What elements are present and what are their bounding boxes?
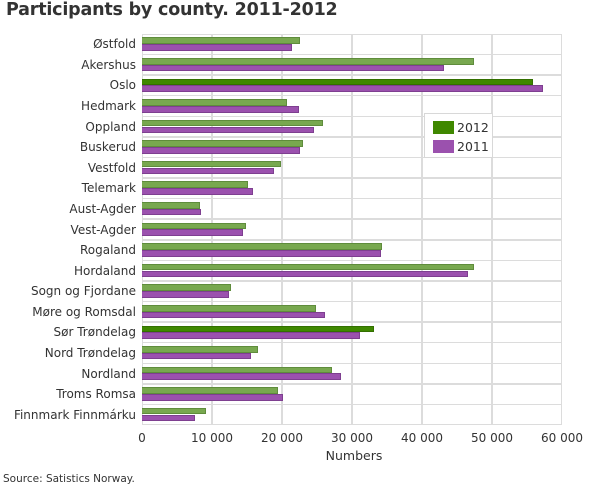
category-label: Sogn og Fjordane [30, 284, 136, 299]
bar-2011 [142, 394, 283, 401]
legend-item-2012: 2012 [433, 119, 489, 135]
y-gridline [142, 239, 562, 241]
bar-2011 [142, 229, 243, 236]
x-axis-label: Numbers [325, 448, 383, 463]
category-label: Rogaland [79, 243, 136, 258]
x-gridline [351, 34, 353, 425]
y-gridline [142, 115, 562, 118]
y-gridline [142, 300, 562, 303]
bar-2011 [142, 249, 381, 257]
category-label: Buskerud [79, 140, 136, 155]
category-label: Troms Romsa [56, 387, 136, 402]
y-gridline [142, 383, 562, 385]
y-gridline [142, 280, 562, 282]
bar-2011 [142, 64, 445, 72]
y-gridline [142, 403, 562, 406]
bar-2012 [142, 387, 278, 394]
bar-2011 [142, 126, 315, 134]
category-label: Oslo [109, 78, 136, 93]
y-gridline [142, 362, 562, 364]
bar-2011 [142, 373, 341, 381]
x-gridline [421, 34, 423, 425]
bar-2012 [142, 407, 207, 415]
bar-2011 [142, 270, 469, 278]
category-label: Oppland [85, 119, 136, 134]
bar-2012 [142, 99, 287, 106]
x-tick-label: 10 000 [191, 431, 233, 445]
bar-2012 [142, 325, 374, 333]
category-label: Aust-Agder [69, 201, 136, 216]
y-gridline [142, 321, 562, 323]
category-label: Hordaland [74, 263, 136, 278]
legend: 2012 2011 [424, 113, 493, 158]
category-label: Vestfold [87, 160, 136, 175]
bar-2011 [142, 105, 299, 113]
bar-2012 [142, 140, 303, 147]
x-tick-label: 20 000 [261, 431, 303, 445]
bar-2012 [142, 78, 534, 86]
bar-2012 [142, 263, 474, 271]
bar-2011 [142, 85, 544, 92]
source-note: Source: Satistics Norway. [3, 473, 135, 485]
category-label: Nordland [81, 366, 136, 381]
category-label: Møre og Romsdal [32, 304, 136, 319]
bar-2012 [142, 37, 300, 44]
x-gridline [281, 34, 283, 425]
bar-2011 [142, 167, 275, 175]
legend-swatch-2012 [433, 120, 454, 134]
x-tick-label: 50 000 [471, 431, 513, 445]
x-tick-label: 60 000 [541, 431, 583, 445]
bar-2012 [142, 202, 201, 209]
bar-2012 [142, 160, 281, 168]
y-gridline [142, 136, 562, 138]
y-gridline [142, 53, 562, 56]
y-gridline [142, 74, 562, 76]
bar-2012 [142, 57, 474, 65]
y-gridline [142, 94, 562, 97]
category-label: Sør Trøndelag [53, 325, 136, 340]
category-label: Vest-Agder [70, 222, 136, 237]
legend-swatch-2011 [433, 139, 454, 153]
legend-label-2011: 2011 [457, 138, 489, 154]
y-gridline [142, 341, 562, 344]
bar-2011 [142, 44, 292, 51]
legend-label-2012: 2012 [457, 119, 489, 135]
x-gridline [491, 34, 493, 425]
category-label: Akershus [81, 57, 136, 72]
y-gridline [142, 197, 562, 200]
bar-2012 [142, 222, 247, 230]
bar-2012 [142, 284, 231, 291]
bar-2011 [142, 188, 254, 195]
bar-2011 [142, 352, 251, 360]
chart-title: Participants by county. 2011-2012 [6, 0, 338, 20]
bar-2011 [142, 291, 229, 298]
bar-2011 [142, 414, 196, 422]
bar-2011 [142, 332, 360, 339]
bar-2012 [142, 366, 332, 374]
y-gridline [142, 156, 562, 159]
category-label: Nord Trøndelag [44, 345, 136, 360]
bar-2012 [142, 346, 258, 353]
bar-2012 [142, 304, 317, 312]
y-gridline [142, 259, 562, 262]
x-tick-label: 0 [138, 431, 146, 445]
category-label: Telemark [81, 181, 136, 196]
x-tick-label: 30 000 [331, 431, 373, 445]
bar-2012 [142, 181, 248, 189]
x-tick-label: 40 000 [401, 431, 443, 445]
category-label: Hedmark [81, 99, 136, 114]
bar-2012 [142, 119, 323, 127]
bar-2011 [142, 208, 201, 216]
y-gridline [142, 218, 562, 220]
bar-2011 [142, 147, 300, 154]
y-gridline [142, 177, 562, 179]
legend-item-2011: 2011 [433, 138, 489, 154]
category-label: Finnmark Finnmárku [13, 407, 136, 422]
category-label: Østfold [93, 37, 136, 52]
bar-2012 [142, 243, 383, 250]
bar-2011 [142, 311, 325, 319]
